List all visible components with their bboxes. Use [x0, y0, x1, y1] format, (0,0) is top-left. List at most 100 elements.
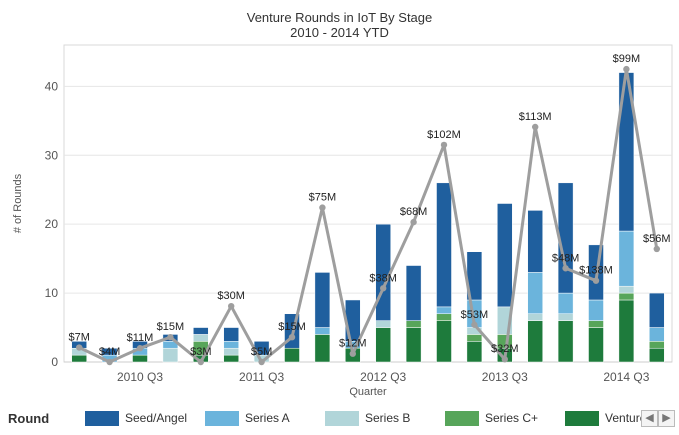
- legend-label-series-c-plus: Series C+: [485, 411, 539, 425]
- funding-label: $7M: [68, 332, 89, 344]
- legend-item-seed-angel[interactable]: Seed/Angel: [85, 411, 187, 427]
- funding-point: [440, 141, 448, 149]
- funding-label: $11M: [127, 332, 154, 344]
- funding-label: $15M: [157, 321, 185, 333]
- legend-prev-button[interactable]: ◀: [641, 410, 658, 427]
- funding-point: [653, 245, 660, 253]
- funding-point: [167, 333, 174, 341]
- legend-swatch-series-c-plus: [445, 411, 479, 427]
- funding-label: $3M: [190, 346, 211, 358]
- funding-point: [592, 277, 600, 284]
- funding-label: $56M: [643, 233, 671, 245]
- funding-label: $99M: [613, 53, 641, 65]
- bar-segment-seed-angel: [527, 210, 543, 273]
- bar-segment-series-c-: [466, 334, 483, 342]
- funding-label: $75M: [309, 192, 337, 204]
- bar-segment-venture: [436, 320, 452, 363]
- legend-next-button[interactable]: ▶: [658, 410, 675, 427]
- chart-canvas: 0 10 20 30 40 # of Rounds 2010 Q3 2011 Q3 2012 Q…: [12, 44, 673, 398]
- x-axis-label: Quarter: [349, 386, 387, 398]
- legend-swatch-series-b: [325, 411, 359, 427]
- bar-segment-series-b: [527, 313, 543, 321]
- y-tick-label: 10: [45, 286, 59, 300]
- legend-label-series-b: Series B: [365, 411, 411, 425]
- funding-label: $38M: [369, 272, 397, 284]
- bar-segment-series-c-: [405, 320, 422, 328]
- legend-swatch-venture: [565, 411, 599, 427]
- funding-point: [106, 358, 113, 366]
- bar-segment-series-a: [527, 272, 543, 315]
- bar-segment-seed-angel: [101, 347, 118, 356]
- funding-point: [532, 123, 539, 131]
- funding-label: $102M: [427, 129, 461, 141]
- y-tick-label: 40: [45, 79, 59, 93]
- funding-label: $4M: [99, 346, 120, 358]
- x-tick-label: 2014 Q3: [603, 370, 649, 384]
- bar-segment-series-b: [223, 347, 239, 356]
- legend-swatch-series-a: [205, 411, 239, 427]
- bar-segment-venture: [618, 299, 635, 363]
- bar-segment-seed-angel: [405, 265, 422, 321]
- y-tick-label: 0: [51, 355, 58, 369]
- bar-segment-series-a: [436, 306, 452, 315]
- funding-label: $15M: [278, 321, 306, 333]
- funding-label: $12M: [339, 338, 367, 350]
- funding-label: $138M: [579, 265, 613, 277]
- bar-segment-seed-angel: [436, 182, 452, 308]
- funding-point: [501, 356, 508, 363]
- funding-label: $68M: [400, 206, 428, 218]
- bar-segment-seed-angel: [649, 292, 665, 328]
- legend-item-venture[interactable]: Venture: [565, 411, 646, 427]
- bar-segment-series-a: [588, 299, 604, 321]
- funding-label: $30M: [217, 290, 245, 302]
- funding-point: [319, 204, 326, 211]
- bar-segment-venture: [132, 354, 148, 363]
- x-tick-label: 2011 Q3: [239, 370, 284, 384]
- funding-point: [471, 321, 478, 328]
- legend-item-series-c-plus[interactable]: Series C+: [445, 411, 539, 427]
- bar-segment-series-a: [557, 292, 574, 315]
- bar-segment-series-c-: [618, 292, 635, 301]
- bar-segment-series-a: [618, 230, 635, 287]
- bar-segment-seed-angel: [223, 327, 239, 342]
- bar-segment-venture: [649, 347, 665, 363]
- bar-segment-series-b: [618, 285, 635, 294]
- chart-subtitle: 2010 - 2014 YTD: [290, 25, 389, 40]
- plot-frame: [63, 44, 673, 363]
- bar-segment-series-c-: [588, 320, 604, 328]
- x-tick-label: 2010 Q3: [117, 370, 163, 384]
- y-axis-label: # of Rounds: [12, 173, 24, 233]
- legend-item-series-b[interactable]: Series B: [325, 411, 411, 427]
- funding-point: [136, 345, 144, 352]
- funding-label: $113M: [519, 111, 552, 123]
- bar-segment-venture: [527, 320, 543, 363]
- bar-segment-seed-angel: [314, 272, 331, 328]
- bar-segment-series-a: [223, 341, 239, 349]
- bar-segment-venture: [284, 347, 300, 363]
- bar-segment-series-b: [557, 313, 574, 321]
- bar-segment-series-a: [649, 327, 665, 342]
- bar-segment-series-b: [193, 334, 209, 342]
- bar-segment-seed-angel: [193, 327, 209, 335]
- funding-point: [76, 344, 83, 351]
- legend-label-series-a: Series A: [245, 411, 290, 425]
- y-tick-label: 30: [45, 148, 59, 162]
- legend-item-series-a[interactable]: Series A: [205, 411, 290, 427]
- bar-segment-venture: [223, 354, 239, 363]
- funding-point: [288, 333, 296, 341]
- funding-point: [197, 358, 204, 366]
- bar-segment-venture: [314, 334, 331, 363]
- funding-label: $53M: [461, 309, 489, 321]
- bar-segment-venture: [71, 354, 87, 363]
- bar-segment-venture: [466, 341, 483, 363]
- funding-label: $48M: [552, 252, 580, 264]
- chart-title: Venture Rounds in IoT By Stage: [246, 10, 433, 25]
- funding-label: $32M: [491, 343, 519, 355]
- bar-segment-venture: [375, 327, 391, 363]
- bar-segment-venture: [588, 327, 604, 363]
- bar-segment-venture: [557, 320, 574, 363]
- legend: Round Seed/Angel Series A Series B Serie…: [0, 409, 679, 431]
- bar-segment-series-c-: [649, 341, 665, 349]
- funding-point: [623, 65, 630, 73]
- legend-swatch-seed-angel: [85, 411, 119, 427]
